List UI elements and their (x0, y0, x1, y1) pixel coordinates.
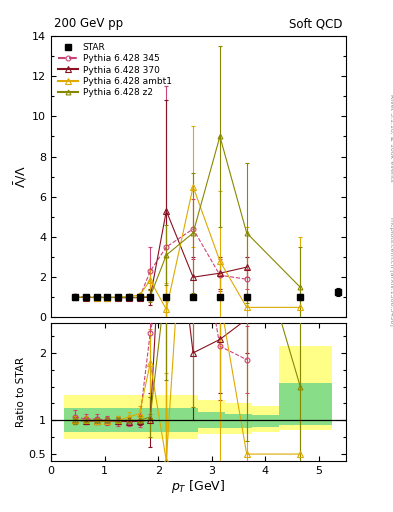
Legend: STAR, Pythia 6.428 345, Pythia 6.428 370, Pythia 6.428 ambt1, Pythia 6.428 z2: STAR, Pythia 6.428 345, Pythia 6.428 370… (55, 40, 174, 100)
Y-axis label: $\bar{\Lambda}/\Lambda$: $\bar{\Lambda}/\Lambda$ (13, 165, 29, 188)
Text: mcplots.cern.ch [arXiv:1306.3436]: mcplots.cern.ch [arXiv:1306.3436] (389, 217, 393, 326)
X-axis label: $p_T$ [GeV]: $p_T$ [GeV] (171, 478, 226, 496)
Text: Soft QCD: Soft QCD (289, 17, 343, 30)
Text: Rivet 3.1.10, ≥ 100k events: Rivet 3.1.10, ≥ 100k events (389, 94, 393, 182)
Text: 200 GeV pp: 200 GeV pp (54, 17, 123, 30)
Y-axis label: Ratio to STAR: Ratio to STAR (16, 357, 26, 426)
